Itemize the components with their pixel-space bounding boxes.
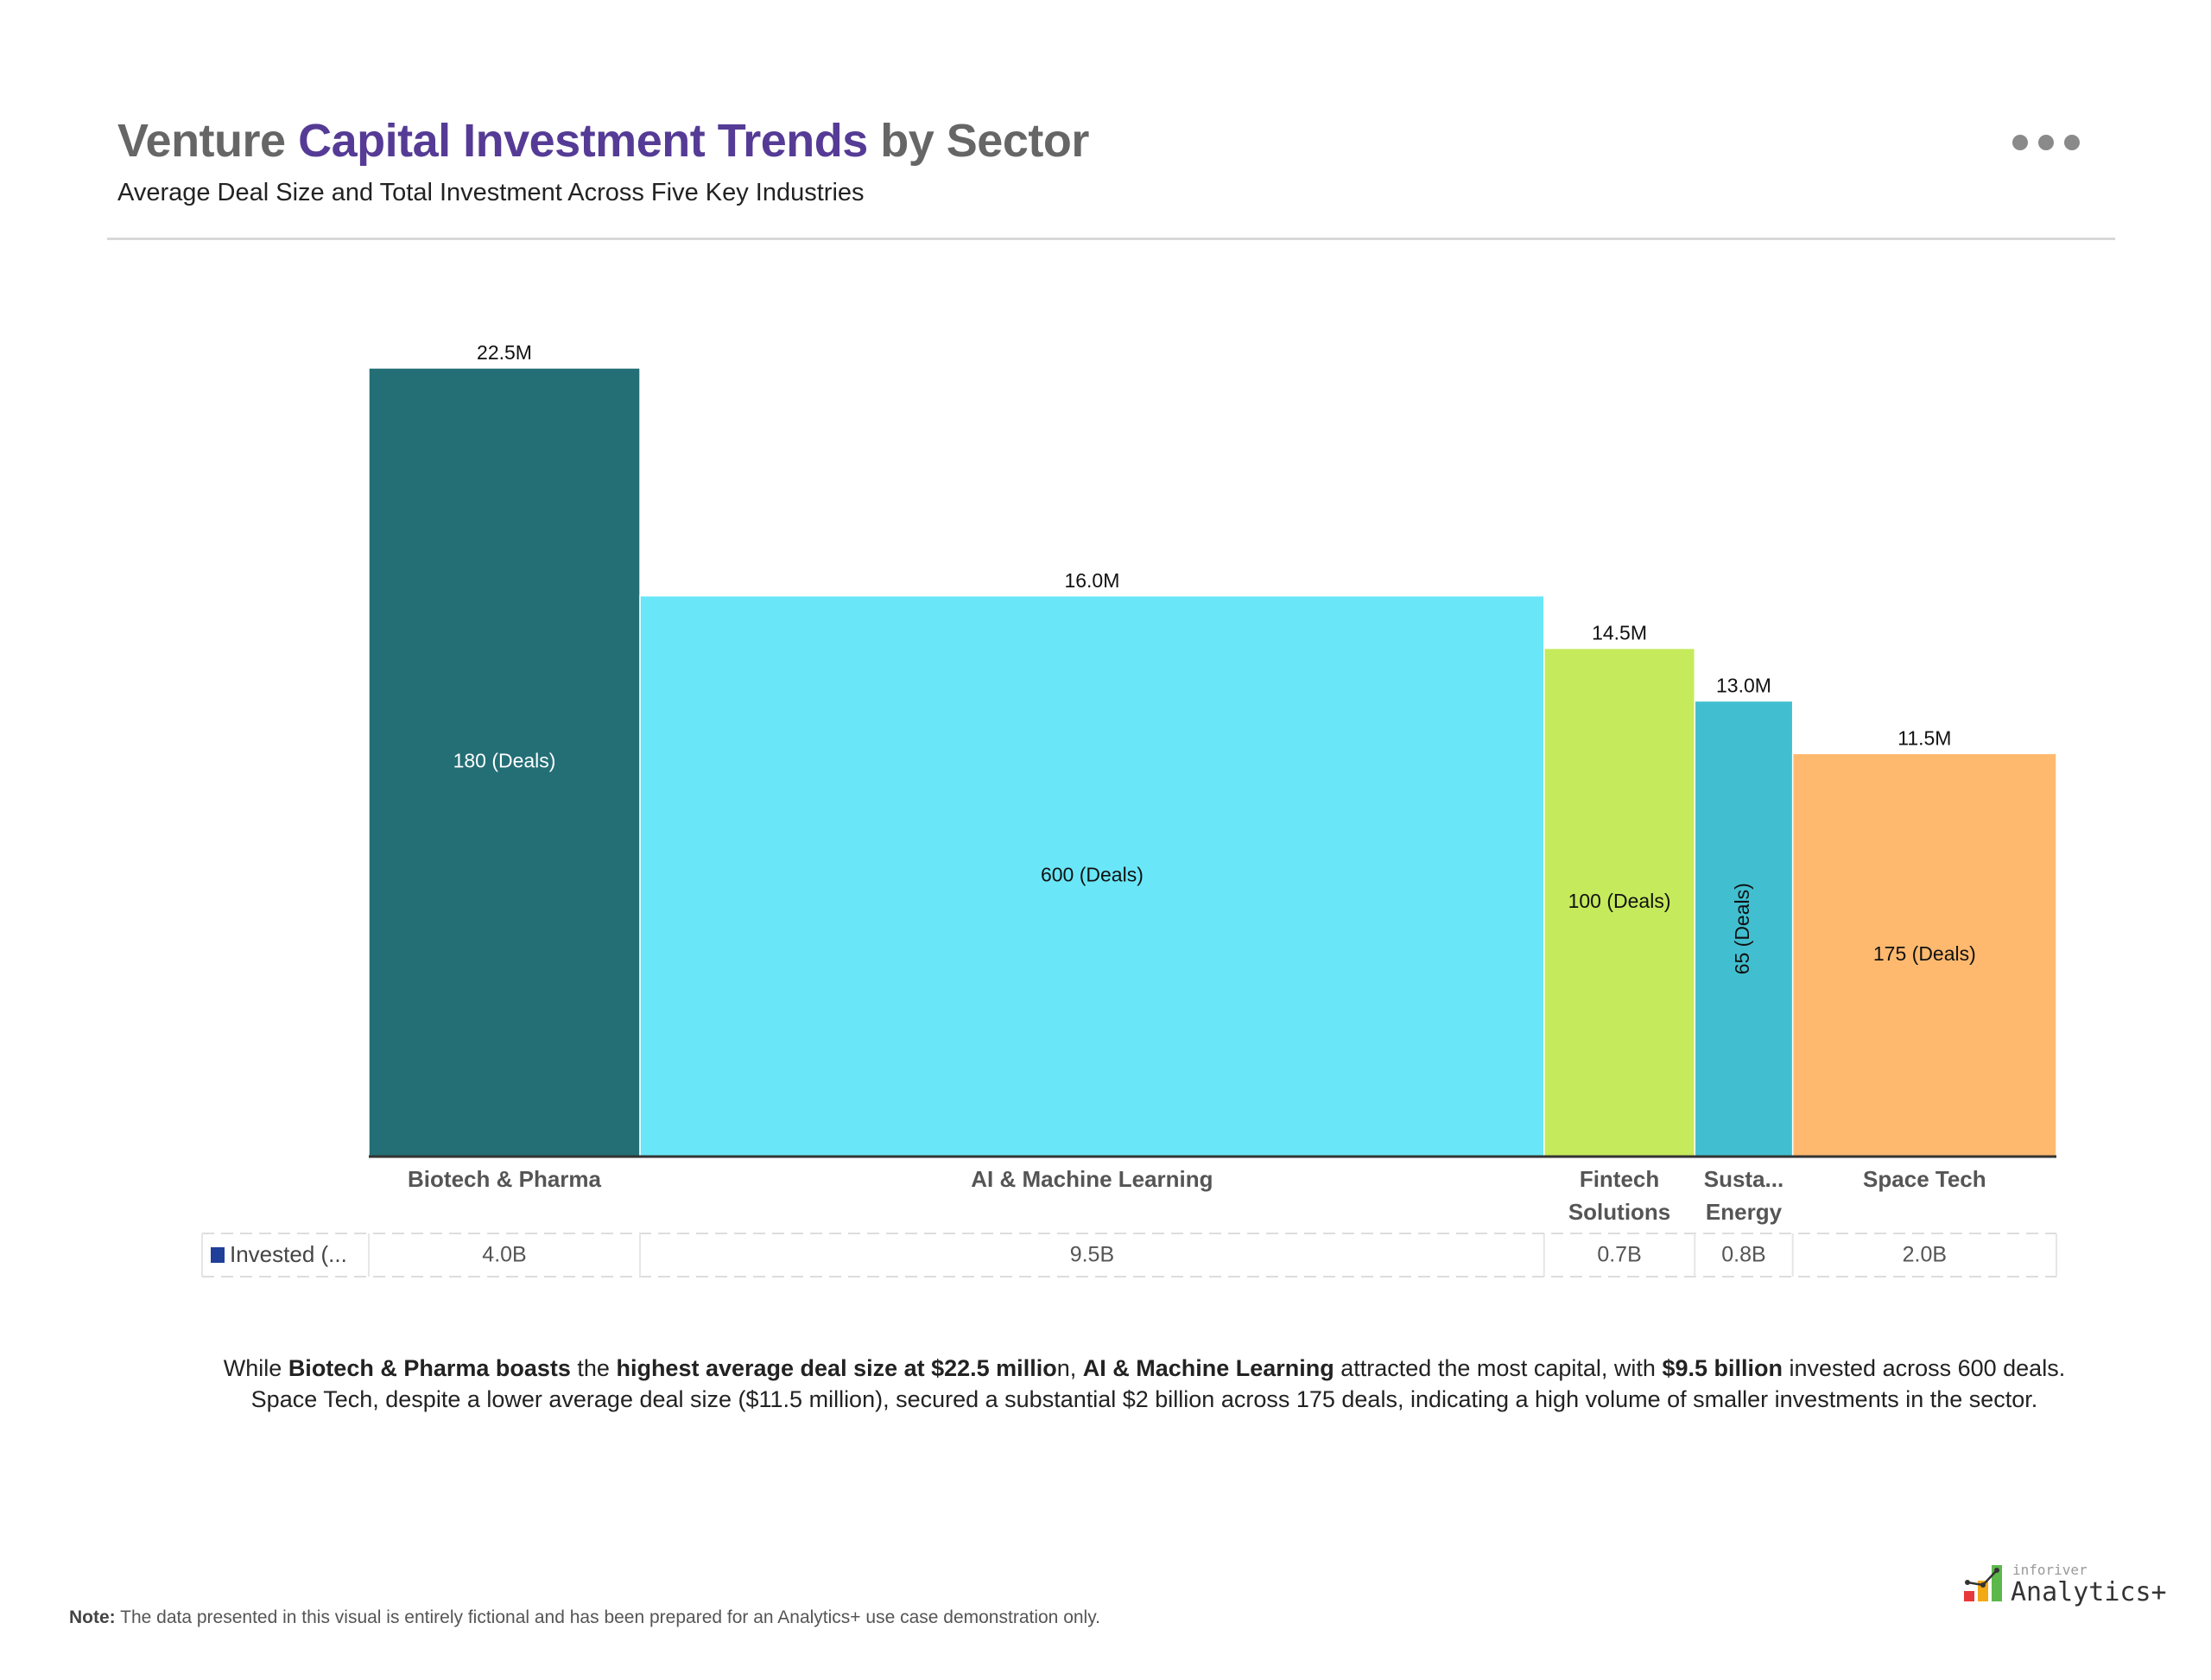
table-row-label: Invested (... <box>230 1241 347 1267</box>
category-label: Susta... <box>1704 1166 1783 1192</box>
title-text-end: by Sector <box>867 115 1089 167</box>
category-label: Solutions <box>1568 1199 1670 1225</box>
analytics-plus-logo: inforiver Analytics+ <box>1962 1562 2167 1609</box>
legend-marker <box>211 1247 225 1263</box>
logo-big-text: Analytics+ <box>2011 1577 2167 1607</box>
insight-line2: Space Tech, despite a lower average deal… <box>250 1386 2038 1412</box>
title-text: Venture <box>117 115 299 167</box>
footnote: Note: The data presented in this visual … <box>69 1607 1100 1628</box>
invested-cell: 2.0B <box>1903 1243 1947 1267</box>
invested-cell: 4.0B <box>482 1243 526 1267</box>
deals-label: 180 (Deals) <box>453 750 556 772</box>
bar-4 <box>1791 752 2057 1157</box>
value-label: 16.0M <box>1064 569 1119 592</box>
invested-cell: 0.8B <box>1721 1243 1765 1267</box>
insight-t1: While <box>223 1355 288 1381</box>
insight-text: While Biotech & Pharma boasts the highes… <box>138 1353 2151 1415</box>
insight-b2: highest average deal size at $22.5 milli… <box>616 1355 1057 1381</box>
logo-small-text: inforiver <box>2012 1562 2087 1578</box>
category-label: Fintech <box>1580 1166 1659 1192</box>
title-highlight: Capital Investment Trends <box>298 115 868 167</box>
bar-1 <box>639 595 1545 1157</box>
invested-cell: 0.7B <box>1597 1243 1641 1267</box>
bar-2 <box>1543 647 1696 1157</box>
chart-subtitle: Average Deal Size and Total Investment A… <box>117 179 865 206</box>
bar-0 <box>368 367 641 1157</box>
note-text: The data presented in this visual is ent… <box>115 1607 1100 1627</box>
deals-label: 175 (Deals) <box>1873 942 1976 965</box>
deals-label: 600 (Deals) <box>1041 863 1144 885</box>
deals-label: 100 (Deals) <box>1568 890 1671 912</box>
insight-b4: $9.5 billion <box>1662 1355 1783 1381</box>
bar-3 <box>1694 700 1794 1157</box>
value-label: 22.5M <box>477 341 532 364</box>
value-label: 13.0M <box>1716 674 1771 696</box>
divider <box>107 238 2115 240</box>
chart-title: Venture Capital Investment Trends by Sec… <box>117 114 1089 168</box>
insight-t2: the <box>570 1355 617 1381</box>
note-label: Note: <box>69 1607 116 1627</box>
category-label: Space Tech <box>1863 1166 1986 1192</box>
category-label: Energy <box>1706 1199 1783 1225</box>
insight-t4: attracted the most capital, with <box>1334 1355 1663 1381</box>
invested-cell: 9.5B <box>1070 1243 1114 1267</box>
category-label: Biotech & Pharma <box>408 1166 601 1192</box>
more-options-icon[interactable] <box>2012 135 2080 150</box>
value-label: 14.5M <box>1592 622 1647 644</box>
value-label: 11.5M <box>1897 726 1951 749</box>
insight-t3: n, <box>1056 1355 1083 1381</box>
insight-t5: invested across 600 deals. <box>1783 1355 2066 1381</box>
category-label: AI & Machine Learning <box>971 1166 1213 1192</box>
insight-b3: AI & Machine Learning <box>1082 1355 1334 1381</box>
logo-chart-icon <box>1964 1565 2002 1601</box>
deals-label: 65 (Deals) <box>1731 883 1753 974</box>
insight-b1: Biotech & Pharma boasts <box>288 1355 571 1381</box>
